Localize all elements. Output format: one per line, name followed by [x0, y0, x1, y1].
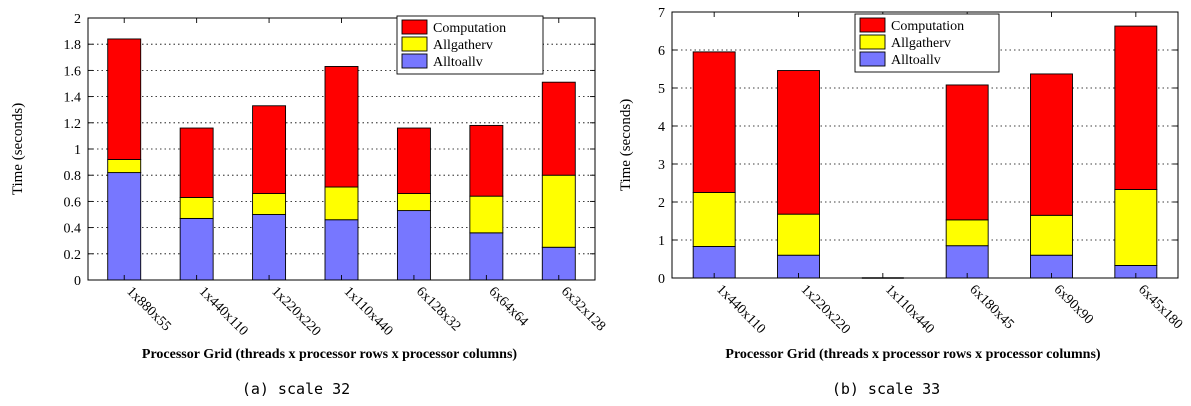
caption: (a) scale 32 — [242, 380, 350, 398]
bar-computation-6x180x45 — [946, 85, 988, 220]
bar-computation-1x220x220 — [778, 71, 820, 215]
x-tick-label: 6x32x128 — [558, 284, 608, 334]
bar-alltoallv-6x128x32 — [397, 211, 430, 280]
bar-computation-1x440x110 — [180, 128, 213, 197]
chart-1: 1x880x55 1x440x110 1x220x220 1x110x440 6x128… — [10, 12, 608, 398]
x-tick-label: 1x220x220 — [798, 282, 853, 337]
y-tick-label: 0.8 — [64, 169, 82, 184]
bar-computation-6x45x180 — [1115, 26, 1157, 189]
bar-allgatherv-6x45x180 — [1115, 189, 1157, 265]
y-axis-label: Time (seconds) — [10, 103, 26, 195]
y-tick-label: 2 — [74, 12, 81, 27]
legend-swatch-alltoallv — [402, 54, 427, 68]
bar-alltoallv-6x64x64 — [470, 233, 503, 280]
legend: Computation Allgatherv Alltoallv — [855, 14, 999, 72]
bar-computation-1x880x55 — [108, 39, 141, 160]
legend-label-alltoallv: Alltoallv — [891, 53, 941, 68]
bar-computation-6x90x90 — [1031, 74, 1073, 215]
x-tick-label: 6x128x32 — [413, 284, 463, 334]
bar-allgatherv-6x90x90 — [1031, 215, 1073, 255]
bar-allgatherv-1x880x55 — [108, 159, 141, 172]
x-tick-label: 6x45x180 — [1135, 282, 1185, 332]
legend-swatch-allgatherv — [860, 35, 885, 49]
x-tick-label: 6x64x64 — [486, 284, 531, 329]
legend-swatch-computation — [860, 18, 885, 32]
x-axis-label: Processor Grid (threads x processor rows… — [725, 347, 1100, 362]
legend-swatch-allgatherv — [402, 37, 427, 51]
bar-computation-6x64x64 — [470, 125, 503, 196]
bar-allgatherv-6x32x128 — [542, 175, 575, 247]
x-tick-label: 6x180x45 — [966, 282, 1016, 332]
bar-allgatherv-6x180x45 — [946, 220, 988, 246]
caption: (b) scale 33 — [832, 380, 940, 398]
legend-label-allgatherv: Allgatherv — [891, 36, 951, 51]
y-tick-label: 1.2 — [64, 117, 82, 132]
legend-label-alltoallv: Alltoallv — [433, 55, 483, 70]
y-tick-label: 2 — [658, 196, 665, 211]
x-tick-label: 1x110x440 — [882, 282, 937, 337]
legend: Computation Allgatherv Alltoallv — [397, 16, 543, 74]
bar-computation-6x128x32 — [397, 128, 430, 194]
y-tick-label: 3 — [658, 158, 665, 173]
legend-swatch-computation — [402, 20, 427, 34]
legend-label-computation: Computation — [891, 19, 964, 34]
y-tick-label: 0.6 — [64, 195, 82, 210]
x-tick-label: 1x440x110 — [196, 284, 251, 339]
x-tick-label: 6x90x90 — [1051, 282, 1096, 327]
y-tick-label: 0.4 — [64, 222, 82, 237]
bar-allgatherv-1x440x110 — [693, 193, 735, 247]
bar-alltoallv-1x220x220 — [253, 215, 286, 281]
y-tick-label: 1 — [658, 234, 665, 249]
x-tick-label: 1x220x220 — [268, 284, 323, 339]
chart-2: 1x440x110 1x220x220 1x110x440 6x180x45 6x90x… — [618, 6, 1185, 398]
x-axis-label: Processor Grid (threads x processor rows… — [142, 347, 517, 362]
bar-alltoallv-1x440x110 — [180, 218, 213, 280]
y-tick-label: 0 — [74, 274, 81, 289]
y-tick-label: 4 — [658, 120, 665, 135]
y-tick-label: 1 — [74, 143, 81, 158]
legend-label-allgatherv: Allgatherv — [433, 38, 493, 53]
bar-allgatherv-1x220x220 — [253, 194, 286, 215]
y-tick-label: 1.6 — [64, 64, 82, 79]
bar-allgatherv-1x440x110 — [180, 197, 213, 218]
bar-computation-1x440x110 — [693, 52, 735, 193]
x-tick-label: 1x440x110 — [713, 282, 768, 337]
bar-allgatherv-6x128x32 — [397, 194, 430, 211]
x-tick-label: 1x880x55 — [123, 284, 173, 334]
y-tick-label: 1.8 — [64, 38, 82, 53]
bar-computation-1x220x220 — [253, 106, 286, 194]
x-tick-label: 1x110x440 — [341, 284, 396, 339]
y-tick-label: 1.4 — [64, 91, 82, 106]
bar-allgatherv-6x64x64 — [470, 196, 503, 233]
bar-allgatherv-1x110x440 — [325, 187, 358, 220]
bar-alltoallv-1x880x55 — [108, 173, 141, 280]
bar-computation-1x110x440 — [325, 66, 358, 187]
y-tick-label: 7 — [658, 6, 665, 21]
legend-label-computation: Computation — [433, 21, 506, 36]
bar-computation-6x32x128 — [542, 82, 575, 175]
y-axis-label: Time (seconds) — [618, 99, 634, 191]
y-tick-label: 6 — [658, 44, 665, 59]
y-tick-label: 5 — [658, 82, 665, 97]
legend-swatch-alltoallv — [860, 52, 885, 66]
y-tick-label: 0 — [658, 272, 665, 287]
bar-alltoallv-1x110x440 — [325, 220, 358, 280]
y-tick-label: 0.2 — [64, 248, 82, 263]
bar-allgatherv-1x220x220 — [778, 214, 820, 255]
